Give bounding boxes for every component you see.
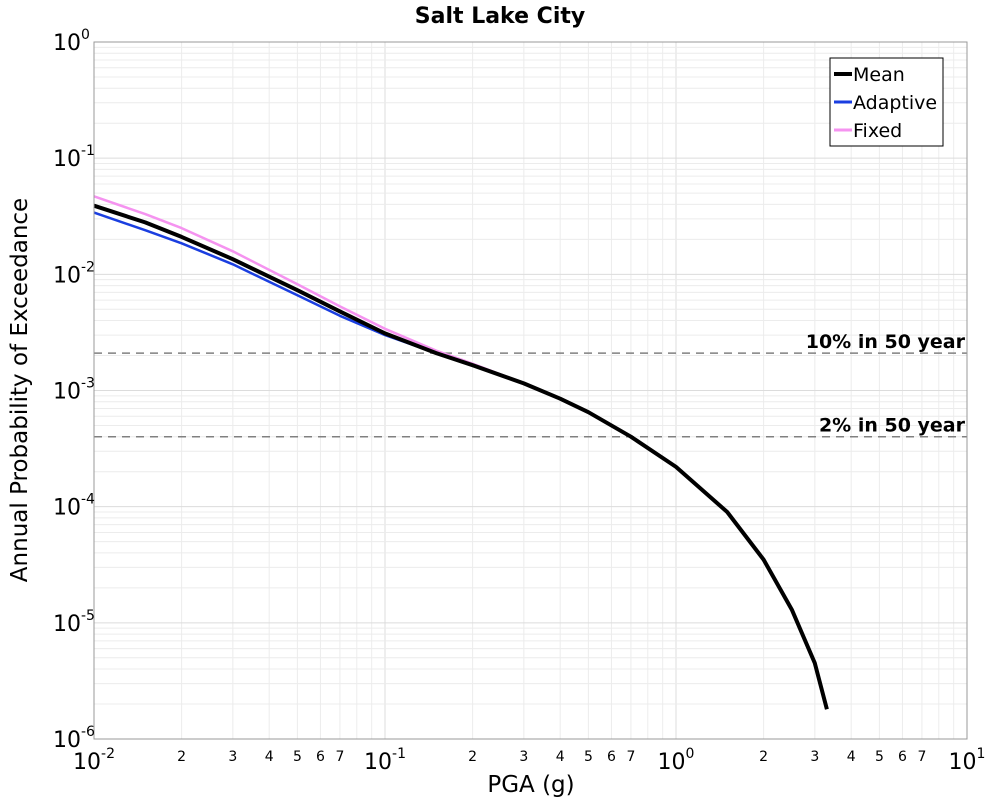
y-major-tick-label: 10-6 xyxy=(53,724,95,753)
x-minor-tick-label: 3 xyxy=(810,749,819,765)
x-minor-tick-label: 7 xyxy=(626,749,635,765)
y-major-tick-label: 10-3 xyxy=(53,376,95,405)
x-minor-tick-label: 2 xyxy=(177,749,186,765)
x-minor-tick-label: 5 xyxy=(875,749,884,765)
x-minor-tick-label: 4 xyxy=(265,749,274,765)
x-minor-tick-label: 5 xyxy=(584,749,593,765)
series-lines xyxy=(93,195,829,710)
x-minor-tick-label: 6 xyxy=(898,749,907,765)
x-minor-tick-label: 3 xyxy=(228,749,237,765)
reference-line-label: 2% in 50 year xyxy=(819,415,966,437)
x-axis-label: PGA (g) xyxy=(487,772,574,798)
reference-lines: 10% in 50 year 2% in 50 year xyxy=(94,331,967,438)
y-major-tick-label: 10-2 xyxy=(53,259,95,288)
y-axis-label: Annual Probability of Exceedance xyxy=(7,198,33,582)
grid xyxy=(93,42,967,740)
series-line-mean xyxy=(93,203,829,710)
x-minor-tick-label: 7 xyxy=(335,749,344,765)
x-minor-tick-label: 5 xyxy=(293,749,302,765)
x-minor-tick-label: 3 xyxy=(519,749,528,765)
x-minor-tick-label: 7 xyxy=(917,749,926,765)
legend-label: Fixed xyxy=(853,120,902,142)
y-major-tick-label: 10-5 xyxy=(53,608,95,637)
series-line-fixed xyxy=(93,195,525,385)
plot-area-border xyxy=(93,41,968,740)
x-major-tick-label: 100 xyxy=(658,746,695,775)
chart-title: Salt Lake City xyxy=(415,4,585,29)
legend-label: Mean xyxy=(853,64,905,86)
x-major-tick-label: 10-2 xyxy=(73,746,115,775)
legend: Mean Adaptive Fixed xyxy=(829,57,944,147)
x-minor-tick-label: 6 xyxy=(607,749,616,765)
x-major-tick-label: 101 xyxy=(949,746,986,775)
x-minor-tick-label: 2 xyxy=(759,749,768,765)
y-major-tick-label: 10-1 xyxy=(53,143,95,172)
y-major-tick-label: 10-4 xyxy=(53,492,95,521)
x-minor-tick-label: 6 xyxy=(316,749,325,765)
y-major-tick-label: 100 xyxy=(53,27,90,56)
x-minor-tick-label: 4 xyxy=(847,749,856,765)
reference-line-label: 10% in 50 year xyxy=(806,331,966,353)
y-tick-labels: 100 10-1 10-2 10-3 10-4 10-5 10-6 xyxy=(53,27,95,753)
x-major-tick-label: 10-1 xyxy=(364,746,406,775)
legend-label: Adaptive xyxy=(853,92,937,114)
x-minor-tick-label: 2 xyxy=(468,749,477,765)
x-minor-tick-label: 4 xyxy=(556,749,565,765)
